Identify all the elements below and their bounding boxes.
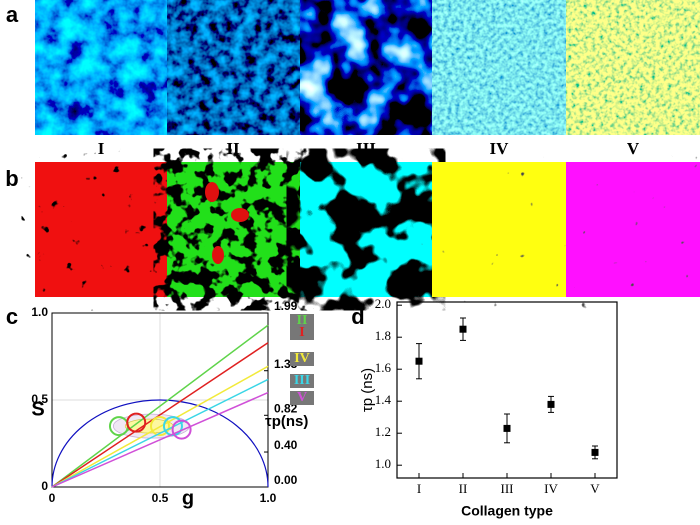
y2-tick-label: 0.00 [274, 473, 298, 487]
image-label: I [98, 139, 105, 158]
y-tick-label: 2.0 [375, 296, 391, 311]
y-tick-label: 1.2 [375, 424, 391, 439]
panel-c: 0 0.5 1.000.51.0 1.991.330.820.400.00IIIIVI… [31, 299, 314, 509]
lifetime-line [51, 342, 269, 488]
legend-box [290, 326, 314, 340]
y-tick-label: 1.8 [375, 328, 391, 343]
panel-label: c [6, 304, 18, 329]
legend-box [290, 374, 314, 388]
cluster-circle [171, 419, 192, 440]
x-tick-label: I [417, 481, 421, 496]
cluster-circle [126, 412, 147, 433]
x-tick-label: V [590, 481, 600, 496]
image-label: IV [490, 139, 510, 158]
panel-label: a [6, 2, 19, 27]
y2-tick-label: 1.99 [274, 299, 298, 313]
cluster-circle [162, 416, 183, 437]
y2-tick-label: 0.40 [274, 438, 298, 452]
panel-a-images [35, 0, 700, 135]
region [231, 208, 249, 222]
x-axis-label: Collagen type [461, 503, 553, 519]
y-tick-label: 0 [41, 479, 48, 493]
y-tick-label: 0.5 [31, 392, 48, 406]
image-label: III [356, 139, 376, 158]
lifetime-line [51, 324, 269, 488]
image [566, 0, 700, 135]
legend-label: III [294, 373, 310, 388]
y-tick-label: 1.6 [375, 360, 392, 375]
x-axis-label: g [182, 487, 194, 509]
region [212, 246, 224, 264]
legend-label: IV [294, 351, 310, 366]
image [35, 0, 167, 135]
point [503, 424, 511, 432]
image [432, 0, 566, 135]
image-label: V [627, 139, 640, 158]
lifetime-line [51, 378, 269, 488]
y-tick-label: 1.0 [31, 305, 48, 319]
image [566, 162, 700, 297]
image [432, 162, 566, 297]
panel-label: d [351, 304, 364, 329]
frame [396, 301, 618, 479]
point [415, 357, 423, 365]
legend-box [290, 352, 314, 366]
y-tick-label: 1.0 [375, 456, 391, 471]
frame [51, 312, 269, 488]
image [167, 0, 300, 135]
legend-label: I [299, 325, 304, 340]
y-tick-label: 1.4 [375, 392, 392, 407]
x-tick-label: III [501, 481, 514, 496]
panel-b-images [35, 162, 700, 297]
y-axis-label: τp (ns) [359, 368, 376, 412]
labels: abc dI II III IV V [5, 2, 640, 329]
point [591, 448, 599, 456]
panel-label: b [5, 166, 18, 191]
point [459, 325, 467, 333]
cluster-circle [150, 416, 170, 437]
image [167, 162, 300, 297]
x-tick-label: 1.0 [260, 491, 277, 505]
point [547, 400, 555, 408]
image-label: II [226, 139, 240, 158]
region [205, 182, 219, 202]
legend-box [290, 314, 314, 328]
image [300, 0, 432, 135]
image [35, 162, 167, 297]
x-tick-label: 0 [49, 491, 56, 505]
lifetime-line [51, 391, 269, 488]
legend-label: V [297, 390, 307, 405]
legend-box [290, 391, 314, 405]
y2-axis-label: τp(ns) [265, 413, 308, 430]
x-tick-label: II [459, 481, 468, 496]
legend-label: II [297, 313, 308, 328]
image [300, 162, 432, 297]
y-axis-label: S [31, 398, 44, 420]
x-tick-label: 0.5 [152, 491, 169, 505]
lifetime-line [51, 365, 269, 488]
x-tick-label: IV [544, 481, 558, 496]
universal-circle [51, 399, 269, 488]
